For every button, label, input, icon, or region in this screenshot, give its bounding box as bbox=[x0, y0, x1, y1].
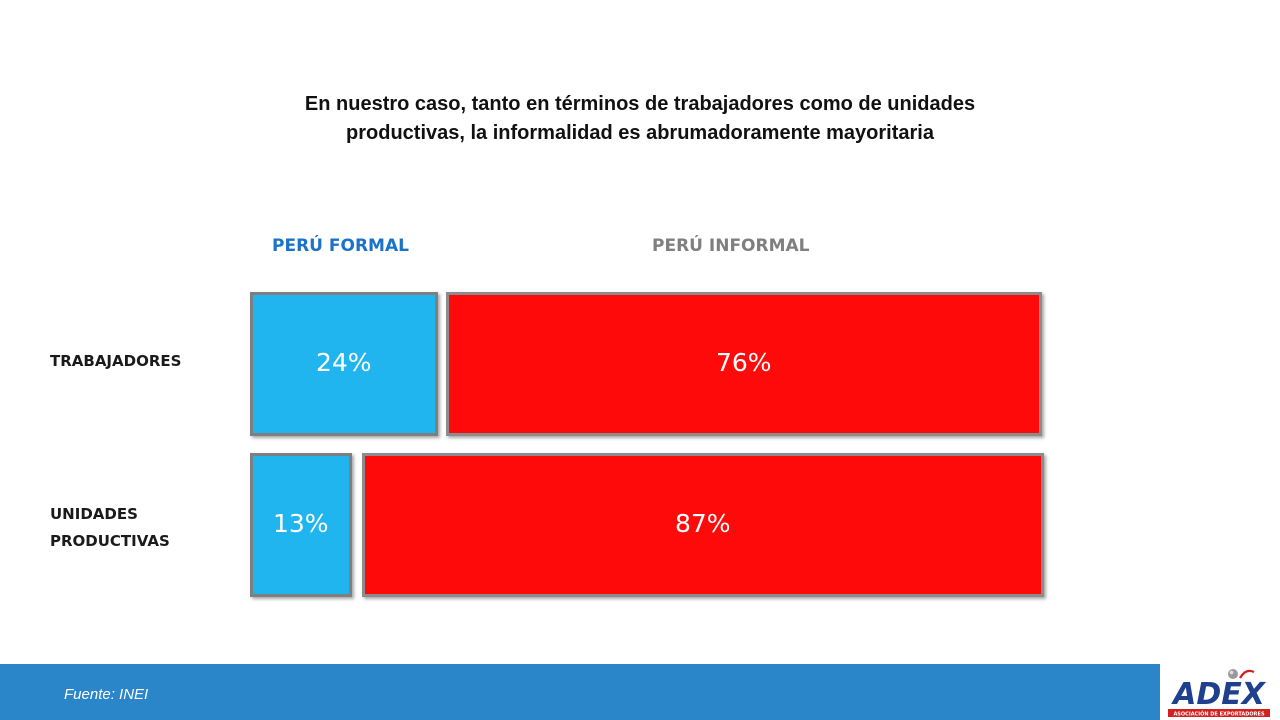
bar-label-informal-row-2: 87% bbox=[675, 509, 731, 538]
bar-informal-row-1: 76% bbox=[446, 292, 1042, 436]
bar-label-formal-row-1: 24% bbox=[316, 348, 372, 377]
logo-subtext: ASOCIACIÓN DE EXPORTADORES bbox=[1173, 711, 1265, 718]
source-note: Fuente: INEI bbox=[64, 686, 149, 703]
bar-formal-row-2: 13% bbox=[250, 453, 352, 597]
legend-peru-formal: PERÚ FORMAL bbox=[272, 236, 409, 256]
row-label-trabajadores: TRABAJADORES bbox=[50, 352, 182, 370]
adex-logo: ADEX ASOCIACIÓN DE EXPORTADORES bbox=[1162, 666, 1276, 720]
bar-label-formal-row-2: 13% bbox=[273, 509, 329, 538]
row-label-line-2: PRODUCTIVAS bbox=[50, 532, 170, 550]
logo-wordmark: ADEX bbox=[1171, 677, 1267, 712]
footer-bar bbox=[0, 664, 1160, 720]
legend-peru-informal: PERÚ INFORMAL bbox=[652, 236, 810, 256]
row-label-line-1: UNIDADES bbox=[50, 505, 138, 523]
bar-label-informal-row-1: 76% bbox=[716, 348, 772, 377]
chart-title: En nuestro caso, tanto en términos de tr… bbox=[304, 93, 976, 144]
bar-informal-row-2: 87% bbox=[362, 453, 1044, 597]
bar-formal-row-1: 24% bbox=[250, 292, 438, 436]
row-label-unidades-productivas: UNIDADES PRODUCTIVAS bbox=[50, 501, 170, 555]
